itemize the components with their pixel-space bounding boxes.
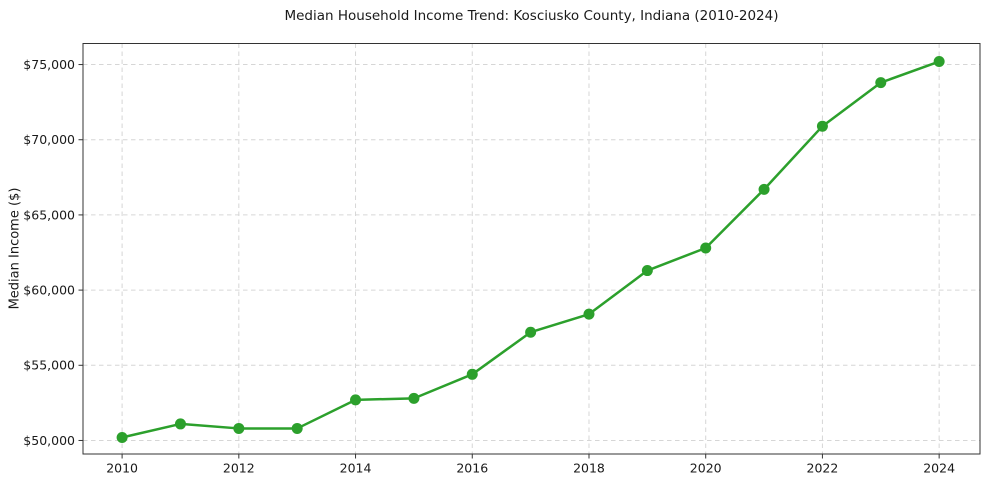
- axes-frame: [82, 43, 981, 455]
- data-point-2013: [291, 422, 303, 434]
- grid-lines: [83, 43, 980, 454]
- y-tick-label: $65,000: [23, 207, 75, 222]
- data-point-markers: [116, 56, 945, 443]
- data-point-2017: [525, 326, 537, 338]
- x-axis-ticks: 2010 2012 2014 2016 2018 2020 2022 2024: [106, 454, 955, 476]
- x-tick-label: 2010: [106, 461, 138, 476]
- data-point-2023: [875, 77, 887, 89]
- data-point-2014: [350, 394, 362, 406]
- x-tick-label: 2014: [340, 461, 372, 476]
- x-tick-label: 2022: [807, 461, 839, 476]
- data-point-2015: [408, 392, 420, 404]
- y-tick-label: $55,000: [23, 358, 75, 373]
- y-tick-label: $70,000: [23, 132, 75, 147]
- y-tick-label: $50,000: [23, 433, 75, 448]
- chart-title: Median Household Income Trend: Kosciusko…: [284, 8, 779, 24]
- data-point-2011: [174, 418, 186, 430]
- data-point-2016: [466, 368, 478, 380]
- x-tick-label: 2024: [923, 461, 955, 476]
- y-axis-ticks: $50,000 $55,000 $60,000 $65,000 $70,000 $75,0…: [23, 57, 83, 448]
- data-point-2021: [758, 183, 770, 195]
- x-tick-label: 2012: [223, 461, 255, 476]
- data-point-2022: [816, 120, 828, 132]
- x-tick-label: 2020: [690, 461, 722, 476]
- y-tick-label: $60,000: [23, 282, 75, 297]
- data-point-2024: [933, 56, 945, 68]
- income-trend-line: [120, 60, 941, 439]
- data-point-2010: [116, 431, 128, 443]
- data-point-2020: [700, 242, 712, 254]
- x-tick-label: 2018: [573, 461, 605, 476]
- y-tick-label: $75,000: [23, 57, 75, 72]
- data-point-2019: [641, 265, 653, 277]
- x-tick-label: 2016: [456, 461, 488, 476]
- data-point-2012: [233, 422, 245, 434]
- data-point-2018: [583, 308, 595, 320]
